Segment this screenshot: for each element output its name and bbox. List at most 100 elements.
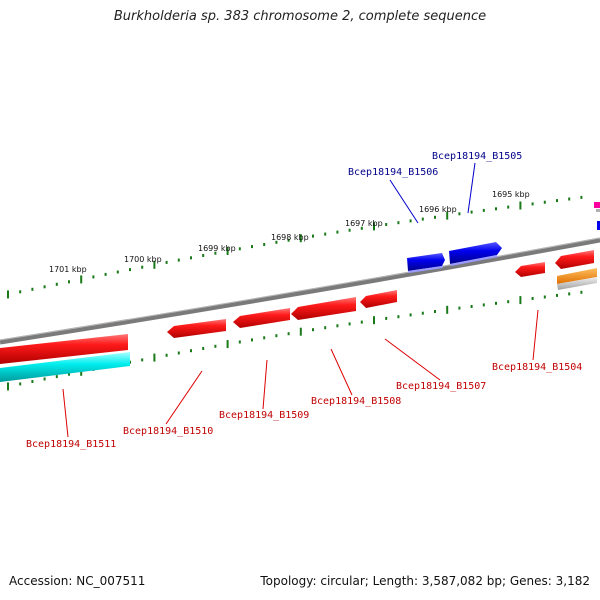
scale-label-1695: 1695 kbp xyxy=(492,190,530,199)
gene-Bcep18194_B1510[interactable] xyxy=(167,319,226,338)
gene-Bcep18194_B1505[interactable] xyxy=(449,242,502,266)
map-title: Burkholderia sp. 383 chromosome 2, compl… xyxy=(113,9,487,24)
outer-major-tick xyxy=(446,211,449,220)
topology-text: Topology: circular; Length: 3,587,082 bp… xyxy=(260,574,590,588)
inner-minor-tick xyxy=(287,332,290,336)
outer-minor-tick xyxy=(568,197,571,201)
chromosome-backbone xyxy=(0,237,600,345)
inner-minor-tick xyxy=(43,377,46,381)
outer-minor-tick xyxy=(55,282,58,286)
outer-minor-tick xyxy=(556,199,558,203)
outer-minor-tick xyxy=(507,205,510,209)
inner-minor-tick xyxy=(409,313,412,317)
chromosome-backbone-highlight xyxy=(0,237,600,341)
inner-minor-tick xyxy=(531,297,534,300)
inner-minor-tick xyxy=(397,315,400,319)
inner-major-tick xyxy=(446,305,449,314)
gene-label-B1509[interactable]: Bcep18194_B1509 xyxy=(219,410,309,421)
inner-minor-tick xyxy=(68,372,70,376)
outer-minor-tick xyxy=(68,280,70,284)
outer-minor-tick xyxy=(434,215,436,219)
outer-minor-tick xyxy=(580,195,583,199)
outer-minor-tick xyxy=(397,221,400,225)
outer-minor-tick xyxy=(92,275,95,279)
outer-major-tick xyxy=(519,201,522,210)
inner-minor-tick xyxy=(31,380,34,383)
outer-minor-tick xyxy=(421,217,424,221)
outer-minor-tick xyxy=(214,251,217,255)
callout-line-B1504 xyxy=(532,309,539,361)
gene-Bcep18194_B1506[interactable] xyxy=(407,253,445,273)
outer-minor-tick xyxy=(165,260,168,264)
outer-minor-tick xyxy=(263,243,266,246)
outer-minor-tick xyxy=(470,210,473,214)
callout-line-B1505 xyxy=(467,162,476,214)
outer-minor-tick xyxy=(251,245,253,249)
gene-label-B1510[interactable]: Bcep18194_B1510 xyxy=(123,426,213,437)
inner-minor-tick xyxy=(275,334,278,338)
callout-line-B1508 xyxy=(330,348,353,396)
outer-minor-tick xyxy=(458,212,461,216)
outer-minor-tick xyxy=(141,265,144,269)
outer-minor-tick xyxy=(177,258,180,262)
outer-minor-tick xyxy=(543,200,546,204)
inner-minor-tick xyxy=(19,382,22,386)
inner-minor-tick xyxy=(458,306,461,310)
gene-Bcep18194_B1504[interactable] xyxy=(515,262,545,277)
gene-label-B1507[interactable]: Bcep18194_B1507 xyxy=(396,381,486,392)
inner-minor-tick xyxy=(177,351,180,355)
outer-minor-tick xyxy=(287,238,290,242)
outer-minor-tick xyxy=(43,285,46,289)
outer-minor-tick xyxy=(190,256,192,260)
callout-line-B1506 xyxy=(389,179,419,224)
gene-Bcep18194_B1507[interactable] xyxy=(360,290,397,308)
gene-label-B1508[interactable]: Bcep18194_B1508 xyxy=(311,396,401,407)
inner-major-tick xyxy=(226,340,229,349)
outer-minor-tick xyxy=(348,228,351,232)
gene-Bcep18194_B1508[interactable] xyxy=(291,297,356,320)
outer-minor-tick xyxy=(31,287,34,291)
cds-track-feature xyxy=(0,352,130,382)
magenta-feature xyxy=(594,202,600,208)
inner-minor-tick xyxy=(263,336,266,340)
outer-minor-tick xyxy=(409,219,412,223)
outer-minor-tick xyxy=(360,226,363,230)
inner-minor-tick xyxy=(385,316,388,320)
outer-major-tick xyxy=(226,247,229,255)
inner-minor-tick xyxy=(470,305,473,308)
inner-minor-tick xyxy=(495,301,497,305)
inner-major-tick xyxy=(519,296,522,305)
inner-minor-tick xyxy=(507,300,510,304)
inner-minor-tick xyxy=(360,320,363,324)
gene-label-B1511[interactable]: Bcep18194_B1511 xyxy=(26,439,116,450)
outer-minor-tick xyxy=(116,270,119,274)
callout-line-B1510 xyxy=(165,370,203,425)
gene-red-edge[interactable] xyxy=(555,250,594,269)
callout-line-B1507 xyxy=(384,338,441,381)
inner-minor-tick xyxy=(324,326,327,330)
inner-minor-tick xyxy=(421,311,424,315)
gene-Bcep18194_B1509[interactable] xyxy=(233,308,290,328)
inner-minor-tick xyxy=(556,293,558,297)
gene-label-B1504[interactable]: Bcep18194_B1504 xyxy=(492,362,582,373)
gene-Bcep18194_B1511[interactable] xyxy=(0,334,128,364)
inner-major-tick xyxy=(153,353,156,362)
outer-minor-tick xyxy=(104,272,107,276)
inner-minor-tick xyxy=(251,338,253,342)
outer-minor-tick xyxy=(482,208,485,212)
gene-label-B1505[interactable]: Bcep18194_B1505 xyxy=(432,151,522,162)
gene-label-B1506[interactable]: Bcep18194_B1506 xyxy=(348,167,438,178)
inner-minor-tick xyxy=(434,310,436,313)
inner-major-tick xyxy=(7,382,9,391)
inner-minor-tick xyxy=(312,328,314,332)
gray-feature-top xyxy=(596,209,600,212)
inner-minor-tick xyxy=(55,375,58,379)
outer-major-tick xyxy=(7,290,9,299)
outer-major-tick xyxy=(153,260,156,269)
inner-minor-tick xyxy=(482,303,485,307)
inner-minor-tick xyxy=(202,347,205,350)
outer-major-tick xyxy=(80,275,83,284)
accession-text: Accession: NC_007511 xyxy=(9,574,146,588)
scale-label-1697: 1697 kbp xyxy=(345,219,383,228)
